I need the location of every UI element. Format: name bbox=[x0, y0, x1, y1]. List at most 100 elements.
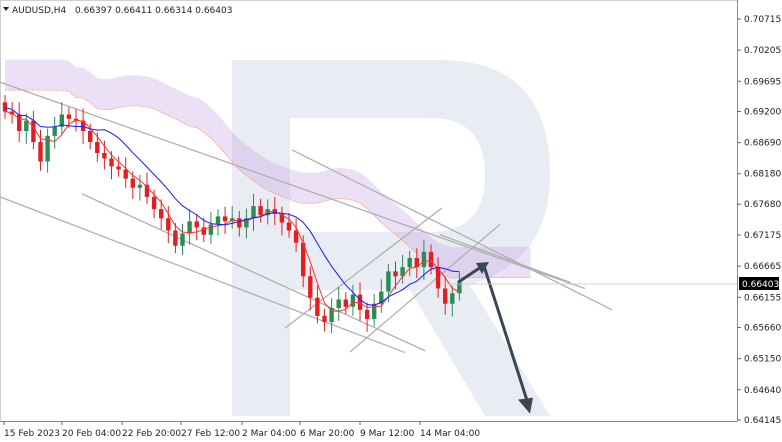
price-tick-label: 0.64145 bbox=[744, 416, 781, 426]
kijun-line bbox=[4, 107, 460, 306]
arrow-head-down bbox=[518, 397, 533, 414]
trend-line bbox=[81, 193, 426, 352]
time-tick-label: 6 Mar 20:00 bbox=[300, 429, 355, 439]
ohlc-label: 0.66397 0.66411 0.66314 0.66403 bbox=[75, 6, 232, 16]
trend-lines bbox=[0, 81, 613, 354]
price-tick-label: 0.69200 bbox=[744, 107, 781, 117]
candle-body bbox=[258, 206, 263, 216]
candle-body bbox=[407, 257, 412, 268]
time-tick-label: 20 Feb 04:00 bbox=[62, 429, 121, 439]
candle-body bbox=[379, 291, 384, 304]
candle-body bbox=[123, 169, 128, 179]
tenkan-line bbox=[4, 111, 460, 312]
price-tick-label: 0.66665 bbox=[744, 262, 781, 272]
candle-body bbox=[237, 218, 242, 228]
candle-body bbox=[279, 214, 285, 223]
candle-body bbox=[222, 216, 228, 222]
symbol-label: AUDUSD,H4 bbox=[12, 6, 67, 16]
candle-body bbox=[428, 251, 434, 268]
time-tick-label: 14 Mar 04:00 bbox=[420, 429, 480, 439]
candle-body bbox=[336, 299, 341, 309]
candle-body bbox=[24, 120, 29, 131]
candle-body bbox=[421, 251, 427, 268]
candle-body bbox=[95, 141, 100, 153]
price-axis: 0.70715 0.70205 0.69695 0.69200 0.68690 0.681… bbox=[737, 15, 781, 426]
candle-body bbox=[244, 218, 249, 228]
dropdown-icon[interactable] bbox=[3, 7, 9, 11]
watermark-logo bbox=[232, 60, 550, 416]
candle-body bbox=[315, 297, 320, 316]
trend-line bbox=[0, 196, 406, 354]
candle-body bbox=[208, 224, 214, 235]
candle-body bbox=[52, 126, 57, 136]
candle-body bbox=[151, 196, 157, 210]
candle-body bbox=[166, 218, 171, 231]
time-tick-label: 15 Feb 2023 bbox=[4, 429, 60, 439]
price-tick-label: 0.64640 bbox=[744, 386, 781, 396]
price-tick-label: 0.67680 bbox=[744, 200, 781, 210]
candle-body bbox=[194, 221, 199, 228]
candle-body bbox=[2, 102, 8, 112]
candle-body bbox=[293, 230, 299, 243]
price-tick-label: 0.65660 bbox=[744, 324, 781, 334]
candle-body bbox=[414, 257, 419, 268]
price-tick-label: 0.68690 bbox=[744, 139, 781, 149]
candle-body bbox=[364, 309, 370, 319]
candle-body bbox=[144, 184, 150, 197]
candle-body bbox=[59, 114, 64, 127]
candle-body bbox=[102, 152, 107, 159]
ichimoku-lines bbox=[4, 107, 460, 312]
cloud-lower-edge bbox=[5, 89, 531, 279]
price-tick-label: 0.66155 bbox=[744, 293, 781, 303]
candle-body bbox=[343, 299, 348, 307]
candle-body bbox=[443, 288, 448, 304]
candles bbox=[2, 94, 462, 334]
price-tick-label: 0.65150 bbox=[744, 355, 781, 365]
candle-body bbox=[45, 135, 50, 162]
candle-body bbox=[31, 120, 36, 142]
candle-body bbox=[435, 267, 441, 289]
candle-body bbox=[450, 293, 455, 304]
price-tick-label: 0.70715 bbox=[744, 15, 781, 25]
candle-body bbox=[400, 267, 405, 277]
trend-line bbox=[439, 234, 571, 283]
time-axis: 15 Feb 2023 20 Feb 04:00 22 Feb 20:00 27 Fe… bbox=[3, 421, 480, 439]
candle-body bbox=[301, 242, 306, 277]
candle-body bbox=[251, 206, 256, 219]
candle-body bbox=[286, 222, 292, 231]
forecast-arrow bbox=[457, 262, 533, 414]
trend-line bbox=[349, 223, 501, 353]
arrow-up-segment bbox=[457, 265, 482, 284]
candle-body bbox=[180, 233, 185, 246]
candle-body bbox=[88, 130, 93, 142]
arrow-down-segment bbox=[482, 265, 530, 405]
trend-line bbox=[291, 149, 613, 311]
candle-body bbox=[38, 141, 43, 162]
price-tick-label: 0.69695 bbox=[744, 77, 781, 87]
candle-body bbox=[109, 158, 114, 167]
time-tick-label: 22 Feb 20:00 bbox=[122, 429, 181, 439]
candle-body bbox=[137, 184, 143, 188]
candle-body bbox=[322, 315, 327, 323]
trend-line bbox=[0, 81, 586, 290]
current-price-tag: 0.66403 bbox=[739, 277, 779, 290]
candle-body bbox=[173, 230, 178, 246]
candle-body bbox=[308, 276, 313, 298]
chart-header: AUDUSD,H4 0.66397 0.66411 0.66314 0.6640… bbox=[3, 6, 232, 16]
candle-body bbox=[350, 294, 356, 307]
candle-body bbox=[215, 216, 221, 225]
time-tick-label: 2 Mar 04:00 bbox=[242, 429, 297, 439]
arrow-head-up bbox=[476, 262, 489, 275]
candle-body bbox=[66, 114, 72, 119]
candle-body bbox=[372, 303, 377, 319]
current-price-text: 0.66403 bbox=[742, 280, 779, 290]
candle-body bbox=[393, 271, 398, 277]
candle-body bbox=[17, 114, 22, 131]
candle-body bbox=[187, 221, 192, 234]
trend-line bbox=[284, 207, 443, 329]
candle-body bbox=[80, 120, 86, 131]
price-tick-label: 0.68180 bbox=[744, 170, 781, 180]
time-tick-label: 27 Feb 12:00 bbox=[181, 429, 240, 439]
candle-body bbox=[130, 178, 135, 188]
